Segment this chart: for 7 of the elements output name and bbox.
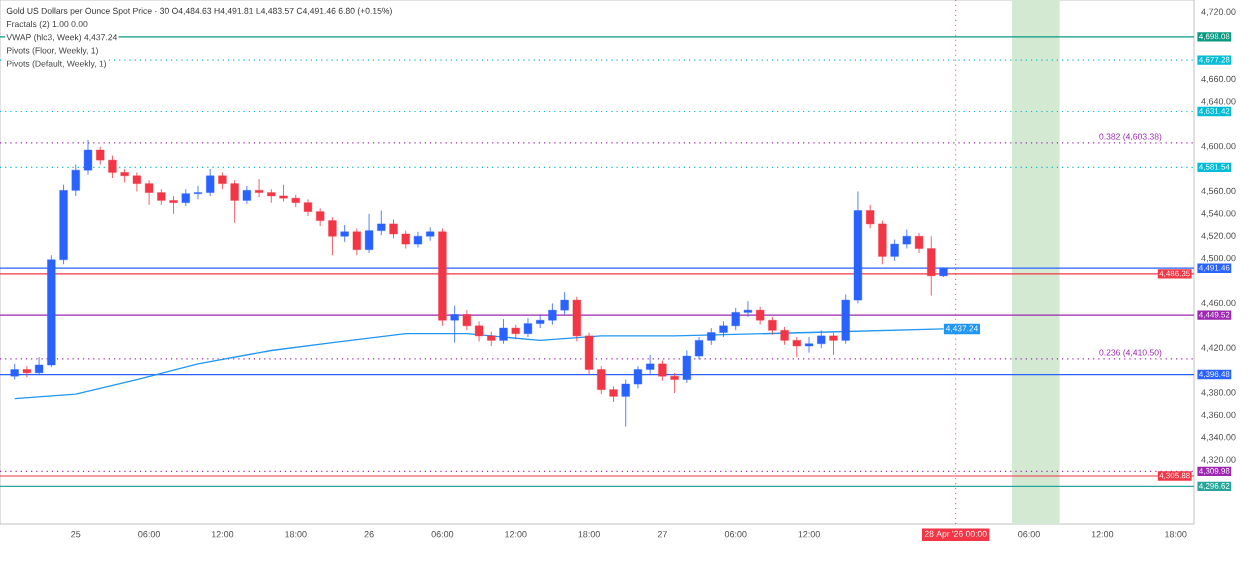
candlestick	[22, 365, 31, 378]
candlestick	[499, 318, 508, 345]
candlestick	[352, 228, 361, 256]
candlestick	[450, 305, 459, 344]
candlestick	[829, 332, 838, 356]
candlestick	[462, 309, 471, 331]
candlestick	[242, 185, 251, 205]
